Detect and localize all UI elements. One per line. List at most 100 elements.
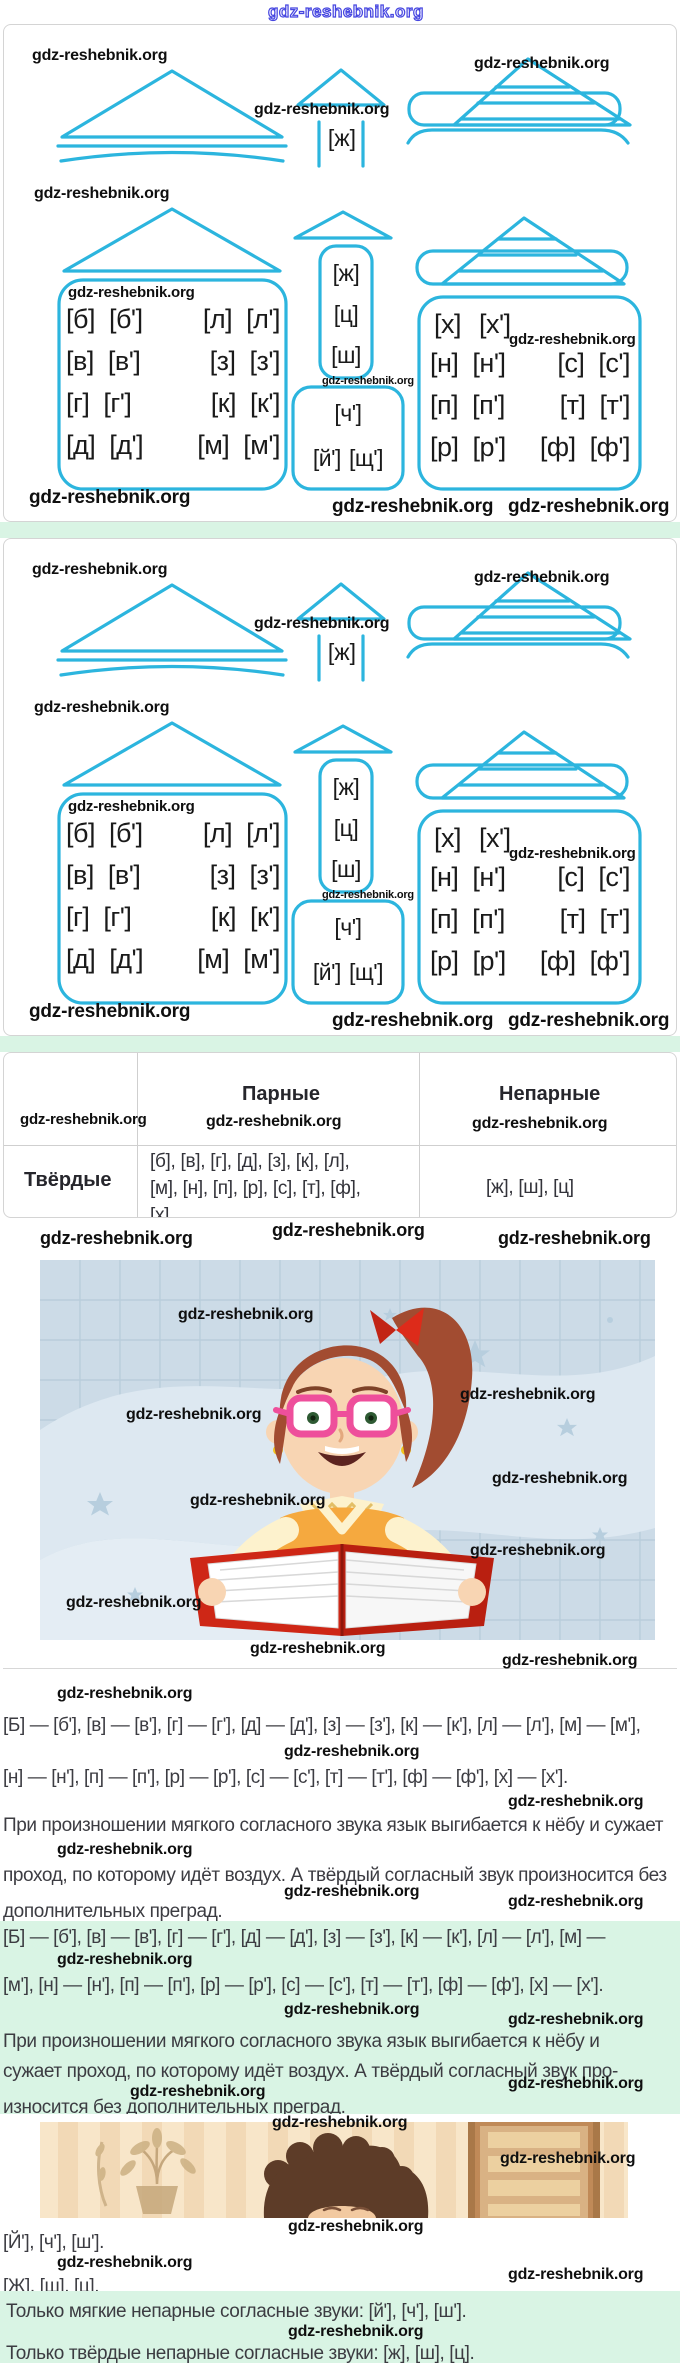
sound-cell: [н]: [430, 861, 459, 892]
girl-reading-drawing: [40, 1260, 655, 1640]
table-header-paired: Парные: [242, 1083, 320, 1105]
watermark: gdz-reshebnik.org: [32, 47, 168, 64]
sound-cell: [ч']: [334, 399, 362, 426]
sound-cell: [р']: [472, 945, 507, 976]
sound-cell: [в']: [107, 859, 141, 890]
watermark: gdz-reshebnik.org: [508, 2266, 644, 2283]
sound-cell: [м]: [197, 429, 230, 460]
watermark: gdz-reshebnik.org: [508, 1010, 670, 1031]
sound-row: [п] [п'] [т] [т']: [428, 384, 632, 426]
top-watermark-row: gdz-reshebnik.org: [0, 0, 680, 24]
sound-cell: [з]: [209, 859, 236, 890]
sound-cell: [т]: [559, 389, 586, 420]
sound-cell: [ф']: [589, 431, 631, 462]
soft-sounds-line: [Й'], [ч'], [ш'].: [3, 2232, 104, 2253]
sound-cell: [ш]: [331, 856, 361, 882]
sound-cell: [р]: [430, 431, 459, 462]
watermark: gdz-reshebnik.org: [284, 1883, 420, 1900]
watermark: gdz-reshebnik.org: [474, 55, 610, 72]
sound-cell: [п']: [472, 389, 505, 420]
table-row-label-hard: Твёрдые: [24, 1169, 112, 1191]
pairs-line: [Б] — [б'], [в] — [в'], [г] — [г'], [д] …: [3, 1927, 606, 1948]
watermark: gdz-reshebnik.org: [178, 1306, 314, 1323]
explanation-line: дополнительных преград.: [3, 1901, 223, 1922]
table-cell-paired-line: [б], [в], [г], [д], [з], [к], [л],: [150, 1151, 350, 1172]
sound-cell: [х]: [434, 308, 462, 339]
roof-sound-label: [ж]: [327, 639, 357, 665]
sound-cell: [щ']: [348, 444, 384, 471]
middle-tower-sounds: [ж] [ц] [ш]: [320, 253, 372, 376]
sound-cell: [п]: [430, 903, 459, 934]
watermark: gdz-reshebnik.org: [57, 1841, 193, 1858]
right-house-sounds: [н] [н'] [с] [с'] [п] [п'] [т] [т'] [р] [р'] …: [428, 342, 632, 468]
sound-row: [в] [в'] [з] [з']: [64, 854, 282, 896]
sound-cell: [н]: [430, 347, 459, 378]
watermark: gdz-reshebnik.org: [68, 798, 195, 815]
sound-cell: [к']: [250, 387, 280, 418]
watermark: gdz-reshebnik.org: [29, 487, 191, 508]
pairs-line: [м'], [н] — [н'], [п] — [п'], [р] — [р']…: [3, 1975, 604, 1996]
room-scene-row: gdz-reshebnik.org: [0, 2114, 680, 2218]
watermark: gdz-reshebnik.org: [509, 331, 636, 348]
watermark: gdz-reshebnik.org: [57, 2254, 193, 2271]
sound-cell: [з']: [249, 859, 280, 890]
watermark: gdz-reshebnik.org: [500, 2150, 636, 2167]
consonants-table-card: Парные Непарные gdz-reshebnik.org gdz-re…: [3, 1052, 677, 1218]
sound-cell: [ц]: [333, 815, 359, 841]
right-house-sounds: [н] [н'] [с] [с'] [п] [п'] [т] [т'] [р] [р'] …: [428, 856, 632, 982]
watermark: gdz-reshebnik.org: [508, 496, 670, 517]
watermark: gdz-reshebnik.org: [288, 2218, 424, 2235]
watermark: gdz-reshebnik.org: [29, 1001, 191, 1022]
sound-row: [в] [в'] [з] [з']: [64, 340, 282, 382]
left-house-sounds: [б] [б'] [л] [л'] [в] [в'] [з] [з'] [г] [г'] …: [64, 812, 282, 980]
watermark: gdz-reshebnik.org: [508, 1793, 644, 1810]
room-scene-illustration: [40, 2122, 628, 2218]
middle-tower-sounds: [ж] [ц] [ш]: [320, 767, 372, 890]
sound-cell: [ж]: [332, 260, 360, 286]
table-row-divider: [4, 1145, 676, 1146]
sound-row: [д] [д'] [м] [м']: [64, 938, 282, 980]
sound-cell: [х]: [434, 822, 462, 853]
sound-cell: [г]: [66, 901, 90, 932]
sound-cell: [к]: [210, 901, 237, 932]
watermark: gdz-reshebnik.org: [284, 1743, 420, 1760]
watermark-row: gdz-reshebnik.org gdz-reshebnik.org: [0, 1640, 680, 1669]
green-divider: [0, 522, 680, 538]
left-house-sounds: [б] [б'] [л] [л'] [в] [в'] [з] [з'] [г] [г'] …: [64, 298, 282, 466]
sound-cell: [ш]: [331, 342, 361, 368]
sound-cell: [й']: [312, 444, 342, 471]
sound-cell: [к']: [250, 901, 280, 932]
sound-cell: [в']: [107, 345, 141, 376]
sound-cell: [р']: [472, 431, 507, 462]
watermark: gdz-reshebnik.org: [20, 1111, 147, 1128]
sound-cell: [б']: [108, 303, 143, 334]
sound-cell: [ф]: [539, 431, 576, 462]
green-divider: [0, 1036, 680, 1052]
watermark: gdz-reshebnik.org: [68, 284, 195, 301]
sound-cell: [п]: [430, 389, 459, 420]
table-cell-paired-line: [м], [н], [п], [р], [с], [т], [ф],: [150, 1178, 361, 1199]
sound-cell: [л]: [202, 817, 233, 848]
sound-cell: [т]: [559, 903, 586, 934]
sound-cell: [с]: [557, 861, 585, 892]
watermark: gdz-reshebnik.org: [190, 1492, 326, 1509]
watermark: gdz-reshebnik.org: [130, 2083, 266, 2100]
sound-cell: [с]: [557, 347, 585, 378]
right-house-row1: [х] [х']: [434, 820, 511, 856]
watermark: gdz-reshebnik.org: [502, 1652, 638, 1669]
sound-row: [н] [н'] [с] [с']: [428, 342, 632, 384]
sound-row: [п] [п'] [т] [т']: [428, 898, 632, 940]
sound-cell: [щ']: [348, 958, 384, 985]
watermark: gdz-reshebnik.org: [57, 1951, 193, 1968]
sound-cell: [б]: [66, 303, 95, 334]
sound-cell: [б]: [66, 817, 95, 848]
explanation-line: При произношении мягкого согласного звук…: [3, 1815, 664, 1836]
sound-cell: [д']: [109, 943, 144, 974]
bottom-answer-section: gdz-reshebnik.org [Й'], [ч'], [ш']. gdz-…: [0, 2218, 680, 2363]
sound-cell: [с']: [598, 347, 630, 378]
watermark: gdz-reshebnik.org: [32, 561, 168, 578]
sound-cell: [л]: [202, 303, 233, 334]
table-cell-paired-line: [х]: [150, 1205, 170, 1218]
sound-cell: [д']: [109, 429, 144, 460]
